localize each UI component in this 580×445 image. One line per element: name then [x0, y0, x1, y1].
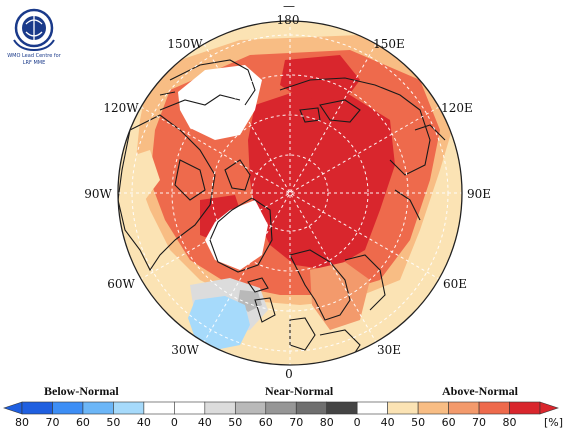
legend-tick-label: 80	[502, 416, 517, 429]
lon-label-60w: 60W	[107, 277, 135, 291]
legend-tick-label: 50	[228, 416, 243, 429]
legend-unit: [%]	[544, 416, 564, 429]
lon-label-150e: 150E	[373, 37, 405, 51]
legend-tick-label: 70	[45, 416, 60, 429]
legend-swatch	[326, 401, 358, 415]
legend-swatch	[417, 401, 449, 415]
legend-tick-label: 60	[75, 416, 90, 429]
legend-swatch	[387, 401, 419, 415]
legend-swatch	[509, 401, 541, 415]
legend-tick-label: 40	[197, 416, 212, 429]
lon-label-30w: 30W	[171, 343, 199, 357]
graticule	[118, 21, 462, 365]
legend-swatch	[52, 401, 84, 415]
map-border	[117, 20, 463, 366]
legend-tick-label: 70	[472, 416, 487, 429]
legend-near-normal-label: Near-Normal	[265, 384, 334, 398]
legend-swatch	[295, 401, 328, 415]
lon-label-60e: 60E	[443, 277, 467, 291]
lon-label-0: 0	[285, 367, 293, 381]
wmo-emblem-icon	[13, 8, 55, 52]
logo-text-line1: WMO Lead Centre for	[7, 53, 61, 59]
legend-swatch	[113, 401, 145, 415]
legend-tick-label: 0	[353, 416, 361, 429]
legend-tick-label: 70	[289, 416, 304, 429]
wmo-logo: WMO Lead Centre for LRF MME	[6, 6, 62, 66]
lon-label-90w: 90W	[84, 187, 112, 201]
legend-tick-labels: 80 70 60 50 40 0 40 50 60 70 80 0 40 50 60 70 80	[0, 416, 580, 432]
lon-label-30e: 30E	[377, 343, 401, 357]
legend-tick-label: 40	[380, 416, 395, 429]
legend-above-normal-label: Above-Normal	[442, 384, 518, 398]
legend-swatch	[174, 401, 206, 415]
legend-tick-label: 80	[319, 416, 334, 429]
legend-swatch	[265, 401, 297, 415]
legend-tick-label: 60	[258, 416, 273, 429]
lon-label-150w: 150W	[167, 37, 203, 51]
legend-tick-label: 80	[15, 416, 29, 429]
lon-label-120w: 120W	[103, 101, 139, 115]
legend-below-normal-label: Below-Normal	[44, 384, 119, 398]
lon-label-120e: 120E	[441, 101, 473, 115]
legend-tick-label: 50	[106, 416, 121, 429]
legend-tick-label: 60	[441, 416, 456, 429]
lon-label-180: 180	[277, 13, 300, 27]
legend-swatch	[82, 401, 114, 415]
coastlines	[118, 54, 446, 361]
legend-swatch	[478, 401, 510, 415]
top-small-mark: —	[283, 0, 295, 13]
legend-swatch	[356, 401, 388, 415]
logo-text-line2: LRF MME	[22, 60, 46, 66]
legend-tick-label: 0	[170, 416, 178, 429]
legend-swatch	[448, 401, 480, 415]
legend-swatch	[204, 401, 236, 415]
legend-colorbar	[3, 401, 559, 415]
legend-swatch	[143, 401, 175, 415]
legend-tick-label: 50	[411, 416, 426, 429]
legend-left-arrow	[3, 401, 23, 415]
legend-tick-label: 40	[136, 416, 151, 429]
legend-swatch	[234, 401, 267, 415]
legend-right-arrow	[539, 401, 559, 415]
lon-label-90e: 90E	[467, 187, 491, 201]
legend-swatch	[21, 401, 53, 415]
